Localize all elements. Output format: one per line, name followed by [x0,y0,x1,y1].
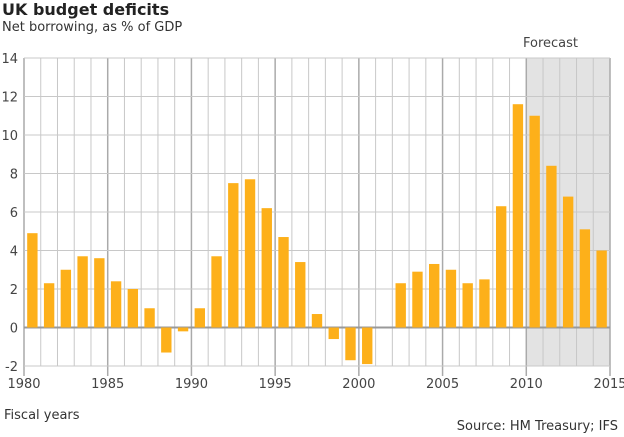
bar-1985 [110,281,122,328]
x-tick-label: 1980 [7,377,40,392]
bar-1989 [177,327,189,332]
source-note: Source: HM Treasury; IFS [456,419,618,434]
bar-2002 [395,283,406,328]
x-tick-label: 2000 [342,377,375,392]
y-tick-label: 4 [10,245,18,260]
bar-1996 [295,262,306,328]
y-tick-label: 2 [10,283,18,298]
bar-1990 [194,308,205,328]
bar-1980 [27,233,38,328]
y-tick-label: 8 [10,168,18,183]
bar-1993 [244,179,256,328]
bar-2010 [529,115,540,328]
y-tick-label: 14 [1,52,18,67]
x-tick-label: 1985 [91,377,124,392]
y-tick-label: 10 [1,129,18,144]
bar-2000 [362,327,373,365]
bar-1982 [60,269,72,328]
bar-1997 [311,314,323,328]
bar-2009 [512,104,524,328]
chart-subtitle: Net borrowing, as % of GDP [2,20,183,35]
bar-1987 [144,308,155,328]
x-tick-label: 2010 [510,377,543,392]
forecast-label: Forecast [523,36,579,51]
bar-2013 [579,229,591,328]
bar-1998 [328,327,339,340]
bar-2004 [429,263,440,328]
bar-2014 [596,250,607,328]
y-tick-label: 0 [10,322,18,337]
bar-2007 [479,279,490,328]
bar-1992 [228,183,239,328]
x-tick-label: 1990 [175,377,208,392]
bar-2005 [445,269,457,328]
bar-1984 [94,258,105,328]
x-axis-label: Fiscal years [4,408,80,423]
chart-title: UK budget deficits [2,0,170,19]
bar-2008 [495,206,507,328]
bar-1999 [345,327,356,361]
bar-1995 [278,237,289,328]
y-tick-label: -2 [5,360,18,375]
bar-1991 [211,256,222,328]
bar-1983 [77,256,88,328]
y-tick-label: 12 [1,91,18,106]
bar-2011 [546,165,557,328]
bar-2012 [562,196,574,328]
x-tick-label: 2005 [426,377,459,392]
bar-1994 [261,208,272,328]
bar-2003 [412,271,423,328]
x-tick-label: 2015 [593,377,624,392]
bar-1986 [127,289,139,328]
x-tick-label: 1995 [259,377,292,392]
bar-1981 [43,283,55,328]
bar-2006 [462,283,473,328]
bar-1988 [161,327,172,353]
y-tick-label: 6 [10,206,18,221]
